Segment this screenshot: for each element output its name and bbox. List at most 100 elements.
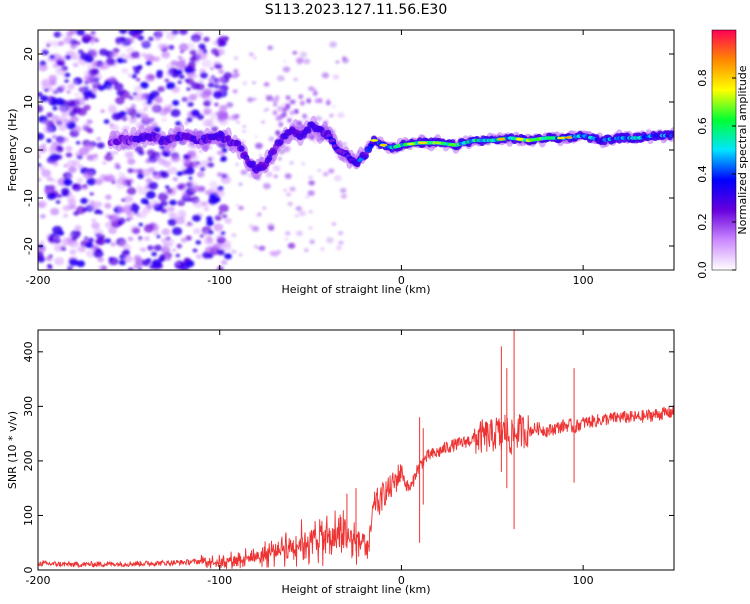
noise-blob — [51, 134, 58, 140]
noise-blob — [203, 206, 210, 212]
noise-blob — [51, 115, 60, 122]
hump-blob — [312, 90, 318, 96]
noise-blob — [55, 145, 64, 153]
noise-blob — [44, 187, 53, 194]
noise-blob — [76, 230, 81, 235]
noise-blob — [248, 224, 254, 229]
colorbar-tick-label: 0.4 — [696, 165, 709, 183]
noise-blob — [193, 200, 203, 208]
noise-blob — [93, 154, 98, 158]
noise-blob — [214, 189, 225, 198]
noise-blob — [148, 36, 154, 42]
noise-blob — [184, 121, 189, 126]
noise-blob — [340, 188, 347, 193]
noise-blob — [332, 74, 340, 80]
noise-blob — [210, 126, 219, 133]
noise-blob — [208, 230, 214, 235]
noise-blob — [233, 68, 239, 74]
noise-blob — [240, 169, 248, 176]
noise-blob — [125, 151, 134, 158]
noise-blob — [145, 158, 151, 164]
ridge-band — [250, 160, 256, 167]
noise-blob — [251, 225, 260, 232]
noise-blob — [159, 108, 169, 116]
noise-blob — [203, 100, 211, 107]
noise-blob — [169, 212, 178, 219]
noise-blob — [39, 240, 45, 245]
noise-blob — [126, 46, 135, 54]
noise-blob — [303, 58, 311, 65]
noise-blob — [248, 52, 254, 57]
noise-blob — [90, 68, 100, 75]
noise-blob — [55, 67, 65, 76]
noise-blob — [75, 141, 81, 145]
noise-blob — [210, 66, 215, 71]
noise-blob — [146, 149, 156, 156]
noise-blob — [127, 158, 136, 165]
snr-panel: -200 -100 0 100 0 100 200 300 400 Height of stra… — [6, 329, 675, 596]
noise-blob — [132, 227, 141, 234]
hump-blob — [287, 118, 292, 123]
noise-blob — [219, 104, 228, 112]
noise-blob — [183, 154, 189, 159]
noise-blob — [68, 258, 79, 267]
noise-blob — [170, 154, 181, 163]
snr-xtick-label: 0 — [398, 574, 405, 587]
noise-blob — [38, 200, 47, 209]
snr-frame — [37, 329, 675, 571]
noise-blob — [89, 192, 94, 196]
noise-blob — [293, 77, 298, 82]
noise-blob — [153, 226, 159, 231]
snr-xtick-label: 100 — [573, 574, 594, 587]
noise-blob — [57, 194, 63, 198]
noise-blob — [221, 259, 228, 265]
noise-blob — [119, 30, 128, 34]
noise-blob — [176, 69, 183, 75]
noise-blob — [166, 82, 176, 90]
noise-blob — [195, 83, 205, 91]
noise-blob — [263, 183, 271, 190]
noise-blob — [155, 174, 162, 179]
noise-blob — [104, 202, 112, 209]
noise-blob — [83, 70, 91, 76]
noise-blob — [51, 87, 60, 95]
ridge-hotspot — [448, 143, 457, 146]
noise-blob — [307, 190, 315, 197]
noise-blob — [94, 210, 99, 215]
noise-blob — [77, 245, 86, 253]
noise-blob — [189, 72, 198, 79]
noise-blob — [141, 52, 147, 58]
noise-blob — [82, 122, 90, 129]
noise-blob — [100, 109, 105, 114]
noise-blob — [49, 54, 55, 60]
noise-blob — [265, 171, 273, 178]
noise-blob — [289, 161, 294, 165]
noise-blob — [111, 180, 116, 184]
noise-blob — [208, 77, 213, 82]
noise-blob — [137, 236, 143, 241]
noise-blob — [92, 81, 97, 86]
noise-blob — [130, 104, 136, 109]
noise-blob — [193, 37, 199, 42]
noise-blob — [68, 110, 77, 117]
noise-blob — [180, 237, 187, 243]
noise-blob — [110, 242, 117, 247]
noise-blob — [163, 151, 170, 157]
noise-blob — [192, 248, 198, 253]
noise-blob — [110, 51, 119, 58]
noise-blob — [97, 85, 105, 91]
noise-blob — [180, 50, 184, 54]
noise-blob — [179, 30, 188, 35]
noise-blob — [75, 97, 86, 106]
noise-blob — [144, 236, 150, 241]
noise-blob — [308, 180, 316, 186]
noise-blob — [97, 257, 104, 263]
noise-blob — [154, 96, 163, 103]
noise-blob — [195, 254, 202, 259]
noise-blob — [340, 193, 348, 199]
noise-blob — [175, 253, 180, 258]
noise-blob — [58, 41, 65, 46]
noise-blob — [117, 217, 126, 225]
noise-blob — [136, 65, 143, 71]
noise-blob — [220, 231, 226, 236]
